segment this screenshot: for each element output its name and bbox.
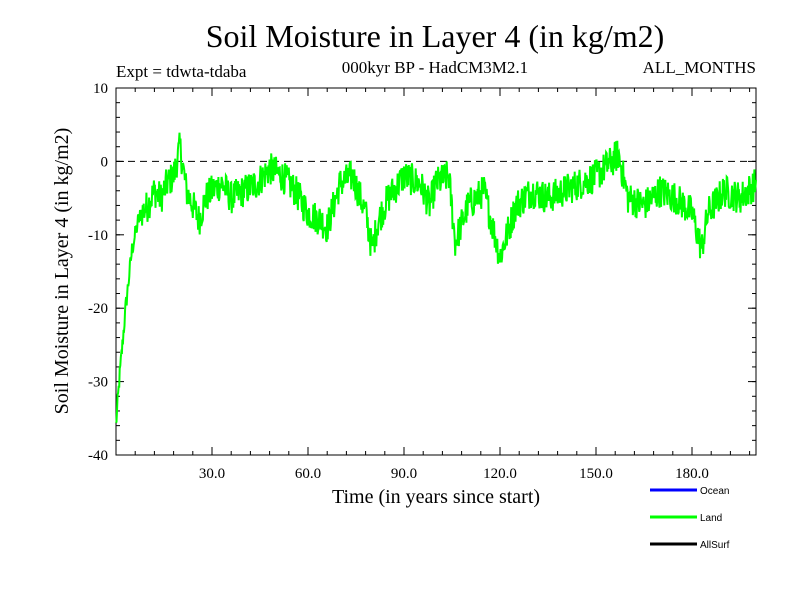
y-tick-label: 10 xyxy=(93,81,108,97)
y-tick-label: -20 xyxy=(88,301,108,317)
y-axis-label: Soil Moisture in Layer 4 (in kg/m2) xyxy=(51,128,73,415)
x-tick-label: 120.0 xyxy=(483,466,517,482)
x-axis-label: Time (in years since start) xyxy=(332,486,540,508)
x-tick-label: 150.0 xyxy=(579,466,613,482)
experiment-label: Expt = tdwta-tdaba xyxy=(116,62,247,81)
x-tick-label: 90.0 xyxy=(391,466,417,482)
series-line-land xyxy=(115,132,757,424)
x-axis-ticks: 30.0 60.0 90.0 120.0 150.0 180.0 xyxy=(134,88,751,482)
months-label: ALL_MONTHS xyxy=(643,58,756,77)
legend-label-land: Land xyxy=(700,513,722,524)
legend: Ocean Land AllSurf xyxy=(650,486,730,551)
legend-label-ocean: Ocean xyxy=(700,486,729,497)
chart-subtitle: 000kyr BP - HadCM3M2.1 xyxy=(342,58,528,77)
y-tick-label: -10 xyxy=(88,228,108,244)
y-tick-label: 0 xyxy=(101,154,109,170)
x-tick-label: 60.0 xyxy=(295,466,321,482)
plot-frame xyxy=(115,87,757,456)
y-tick-label: -40 xyxy=(88,448,108,464)
y-axis-ticks: -40 -30 -20 -10 0 10 xyxy=(88,81,756,464)
chart-title: Soil Moisture in Layer 4 (in kg/m2) xyxy=(206,18,665,54)
legend-label-allsurf: AllSurf xyxy=(700,540,730,551)
y-tick-label: -30 xyxy=(88,375,108,391)
x-tick-label: 180.0 xyxy=(675,466,709,482)
x-tick-label: 30.0 xyxy=(199,466,225,482)
